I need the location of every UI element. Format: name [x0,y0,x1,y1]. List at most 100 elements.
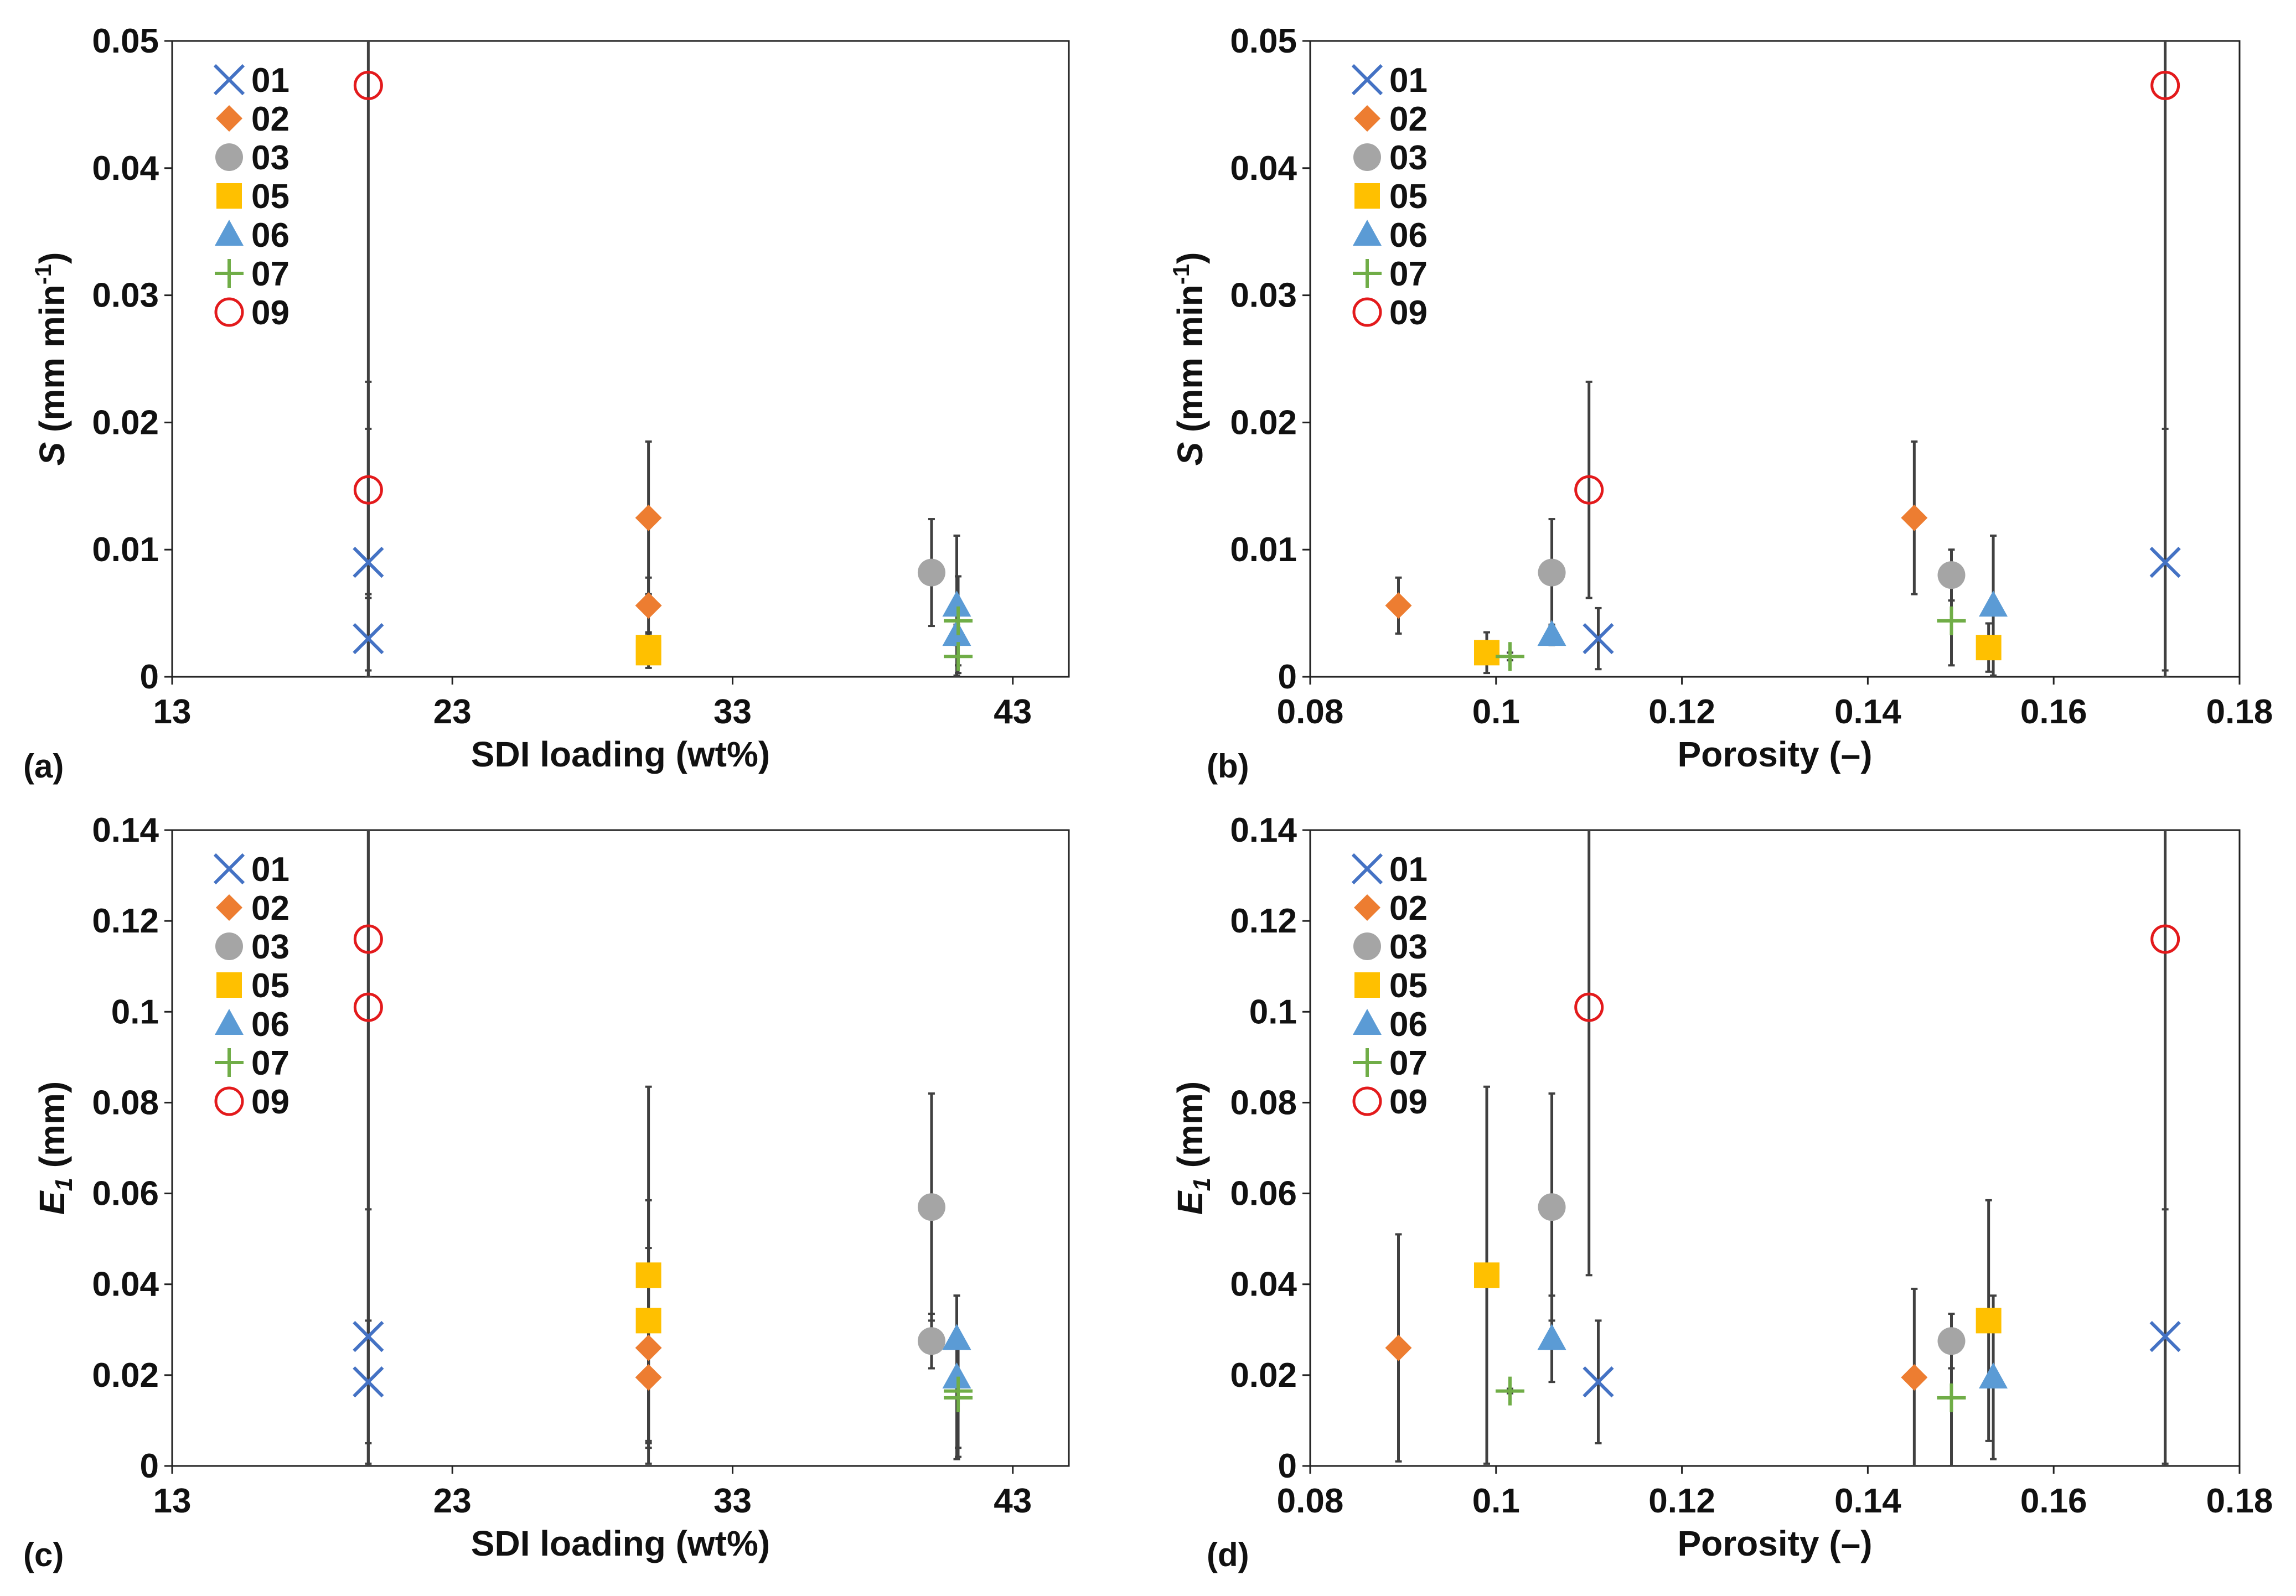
legend-marker-07 [1353,259,1382,288]
panel-label: (c) [23,1536,64,1573]
x-axis-label: Porosity (–) [1677,1524,1872,1563]
legend-label: 07 [1389,255,1428,293]
data-point-01 [2149,547,2181,578]
y-tick-label: 0 [1278,658,1297,696]
legend-item-01: 01 [213,61,289,100]
y-axis-symbol: E [1170,1190,1210,1215]
legend-label: 05 [1389,178,1428,216]
data-point-09 [353,924,383,954]
legend-label: 09 [251,1083,289,1121]
legend-marker-01 [1351,853,1383,885]
chart-panel-1: 0 0.01 0.02 0.03 0.04 0.05 13 23 33 43 SDI loading… [23,22,1070,785]
legend-marker-02 [1354,105,1380,132]
data-point-01 [353,547,384,578]
x-tick-label: 23 [433,1482,472,1520]
y-tick-label: 0.05 [92,22,159,60]
legend-marker-06 [215,220,244,246]
data-layer [1385,830,2181,1466]
y-axis-symbol: S [1170,442,1210,465]
x-tick-label: 43 [994,693,1032,731]
legend-label: 07 [1389,1044,1428,1082]
x-axis-label: SDI loading (wt%) [471,734,770,774]
legend-item-09: 09 [214,1083,289,1121]
legend-item-09: 09 [214,294,289,332]
y-tick-label: 0.1 [111,993,159,1031]
data-point-09 [1574,475,1604,505]
data-point-02 [1901,504,1928,531]
x-tick-label: 33 [713,1482,752,1520]
legend-marker-07 [215,259,244,288]
legend-label: 01 [1389,851,1428,889]
legend-marker-06 [1353,220,1382,246]
legend-item-06: 06 [215,1006,289,1044]
legend-item-06: 06 [1353,216,1428,255]
y-tick-label: 0.04 [92,1266,159,1304]
data-point-02 [635,504,662,531]
data-point-03 [1937,1327,1966,1355]
y-axis-unit-close: ) [32,252,72,264]
data-point-09 [353,992,383,1022]
y-tick-label: 0.02 [1230,403,1297,442]
legend-marker-09 [1352,1086,1382,1116]
y-axis-superscript: -1 [1168,264,1194,284]
plot-area-frame [171,829,1070,1467]
legend-label: 03 [1389,139,1428,177]
legend-item-02: 02 [216,100,289,138]
legend-item-01: 01 [1351,851,1428,889]
legend-label: 06 [251,216,289,255]
x-tick-label: 0.14 [1834,693,1901,731]
x-tick-label: 0.16 [2020,1482,2087,1520]
y-tick-label: 0.04 [1230,1266,1297,1304]
y-tick-label: 0.12 [92,902,159,940]
data-point-02 [1385,1334,1412,1361]
legend-item-01: 01 [213,851,289,889]
data-point-01 [353,623,384,655]
data-point-06 [1537,1324,1566,1350]
y-tick-label: 0.06 [1230,1175,1297,1213]
data-point-01 [353,1320,384,1353]
data-layer [1385,41,2181,677]
x-tick-label: 0.12 [1648,1482,1715,1520]
legend-label: 09 [251,294,289,332]
data-point-06 [942,1324,971,1350]
chart-panel-3: 0 0.02 0.04 0.06 0.08 0.1 0.12 0.14 13 23 33 43 SDI … [23,811,1070,1573]
legend-label: 01 [251,61,289,100]
legend-marker-06 [1353,1009,1382,1035]
legend-item-02: 02 [1354,889,1428,927]
x-axis-label: Porosity (–) [1677,734,1872,774]
legend-marker-05 [1354,972,1380,998]
legend-item-01: 01 [1351,61,1428,100]
legend-marker-03 [1353,932,1381,960]
legend-label: 06 [1389,216,1428,255]
y-axis-unit: (mm) [1170,1081,1210,1178]
data-point-03 [1937,561,1966,589]
y-tick-label: 0.02 [92,403,159,442]
legend-item-09: 09 [1352,1083,1428,1121]
y-axis-unit: (mm min [32,284,72,442]
y-axis-unit: (mm) [32,1081,72,1178]
legend-item-02: 02 [1354,100,1428,138]
y-tick-label: 0.03 [92,277,159,315]
x-tick-label: 0.16 [2020,693,2087,731]
panel-label: (d) [1207,1536,1249,1573]
error-bar-09 [2161,41,2169,672]
y-axis-subscript: 1 [50,1178,77,1191]
y-tick-label: 0.14 [1230,811,1297,849]
legend-marker-03 [215,932,243,960]
legend-item-03: 03 [215,139,289,177]
y-axis-unit: (mm min [1170,284,1210,442]
legend-item-03: 03 [1353,139,1428,177]
y-tick-label: 0.12 [1230,902,1297,940]
data-point-03 [917,558,945,587]
data-point-06 [942,1362,971,1388]
legend-label: 02 [251,889,289,927]
y-tick-label: 0.01 [92,531,159,569]
data-point-03 [917,1193,945,1221]
legend-marker-01 [1351,64,1383,96]
y-axis-label: S (mm min-1) [1168,252,1210,466]
y-axis-label: S (mm min-1) [30,252,72,466]
legend-item-06: 06 [215,216,289,255]
y-tick-label: 0.02 [92,1356,159,1395]
